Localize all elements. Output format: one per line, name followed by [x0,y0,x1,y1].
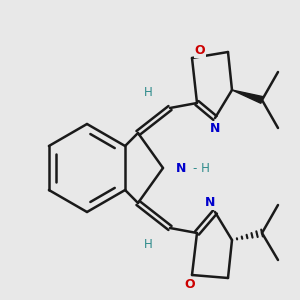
Text: O: O [195,44,205,56]
Text: N: N [176,161,186,175]
Text: O: O [185,278,195,292]
Text: N: N [205,196,215,208]
Text: H: H [144,85,152,98]
Polygon shape [232,90,263,103]
Text: H: H [144,238,152,251]
Text: - H: - H [193,161,209,175]
Text: N: N [210,122,220,134]
